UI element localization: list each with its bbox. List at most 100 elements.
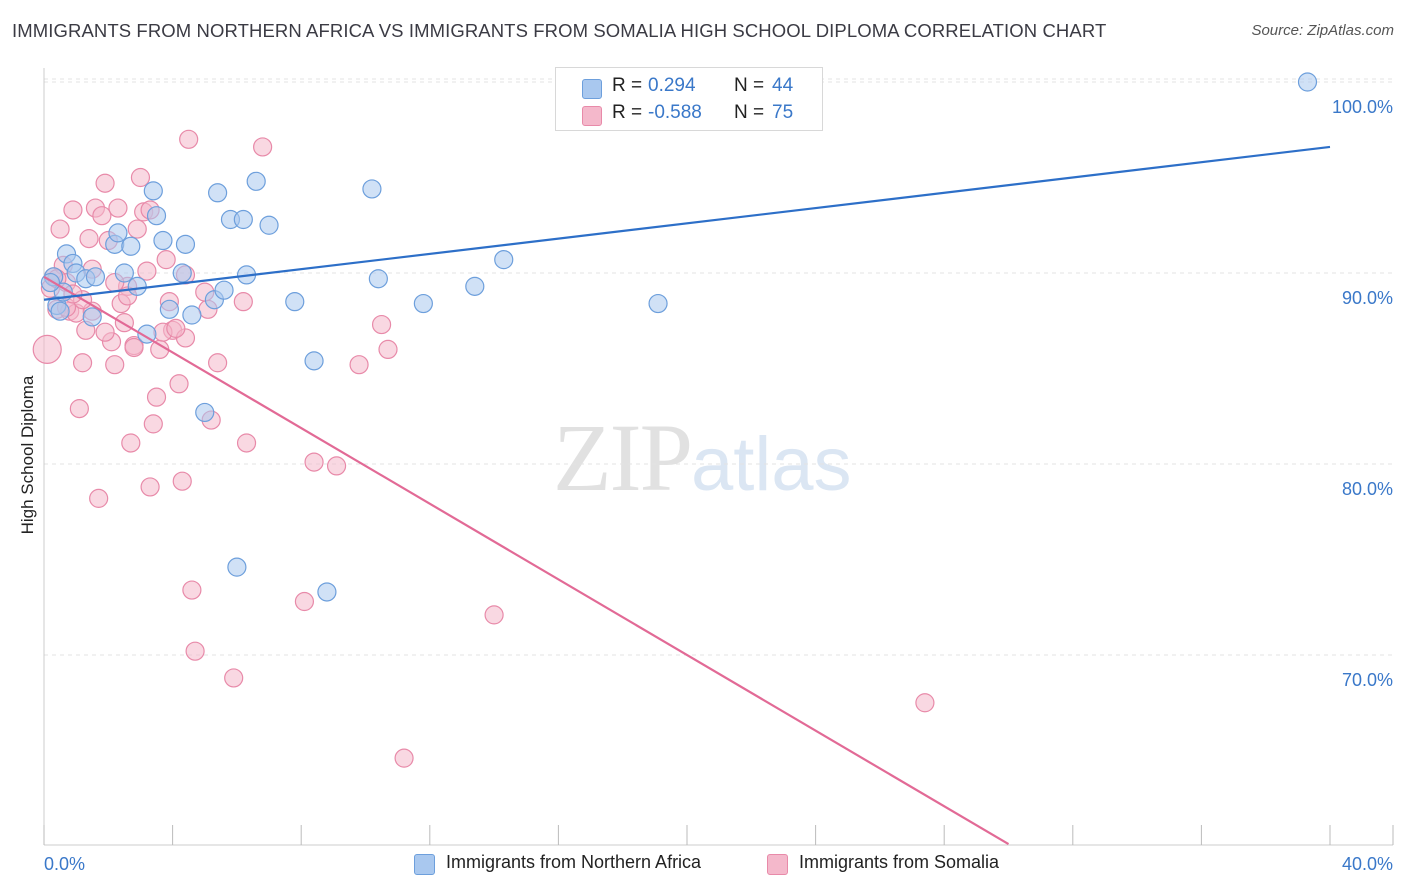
y-tick-label: 100.0% xyxy=(1332,97,1393,117)
northern-africa-point xyxy=(114,263,134,283)
northern-africa-point xyxy=(137,324,157,344)
somalia-point xyxy=(89,488,109,508)
somalia-point xyxy=(182,580,202,600)
northern-africa-point xyxy=(172,263,192,283)
somalia-point xyxy=(349,355,369,375)
somalia-point xyxy=(69,399,89,419)
northern-africa-point xyxy=(108,223,128,243)
somalia-point xyxy=(169,374,189,394)
somalia-point xyxy=(915,693,935,713)
somalia-point xyxy=(294,591,315,612)
somalia-point xyxy=(130,167,151,188)
somalia-point xyxy=(378,339,398,359)
somalia-point xyxy=(172,471,192,491)
somalia-point xyxy=(108,198,128,218)
somalia-point xyxy=(72,353,93,373)
y-axis-label: High School Diploma xyxy=(18,375,37,535)
somalia-point xyxy=(394,748,414,768)
somalia-trendline xyxy=(43,275,1010,846)
bottom-legend-label: Immigrants from Northern Africa xyxy=(446,852,702,872)
northern-africa-trendline xyxy=(43,145,1331,301)
somalia-point xyxy=(236,433,257,453)
legend-r-value: -0.588 xyxy=(648,102,702,123)
somalia-point xyxy=(304,452,324,472)
northern-africa-point xyxy=(143,181,163,201)
northern-africa-point xyxy=(494,250,514,270)
somalia-point xyxy=(208,353,228,373)
chart-title: IMMIGRANTS FROM NORTHERN AFRICA VS IMMIG… xyxy=(12,20,1107,41)
somalia-point xyxy=(371,314,392,335)
source-credit: Source: ZipAtlas.com xyxy=(1251,22,1394,39)
legend-r-label: R = xyxy=(612,102,643,123)
northern-africa-point xyxy=(182,305,202,325)
stats-legend: R = 0.294 N = 44 R = -0.588 N = 75 xyxy=(555,67,823,131)
somalia-point xyxy=(79,229,99,249)
legend-r-value: 0.294 xyxy=(648,75,696,96)
northern-africa-point xyxy=(195,402,215,423)
somalia-point xyxy=(224,668,244,688)
northern-africa-point xyxy=(121,236,141,256)
northern-africa-point xyxy=(85,267,106,287)
somalia-point xyxy=(166,318,186,338)
bottom-legend-label: Immigrants from Somalia xyxy=(799,852,1000,872)
somalia-point xyxy=(105,355,125,375)
somalia-point xyxy=(185,641,205,661)
somalia-point xyxy=(179,129,199,149)
northern-africa-point xyxy=(362,179,382,199)
bottom-legend-swatch-pink xyxy=(767,854,788,875)
somalia-point xyxy=(32,334,62,364)
y-tick-label: 80.0% xyxy=(1342,479,1393,499)
northern-africa-point xyxy=(227,557,247,577)
northern-africa-point xyxy=(413,293,433,314)
bottom-legend-swatch-blue xyxy=(414,854,435,875)
northern-africa-point xyxy=(127,276,147,296)
legend-n-value: 44 xyxy=(772,75,794,96)
somalia-point xyxy=(140,477,160,497)
x-tick-label: 0.0% xyxy=(44,854,85,874)
northern-africa-point xyxy=(465,276,485,296)
northern-africa-point xyxy=(259,215,279,235)
northern-africa-point xyxy=(159,299,179,319)
somalia-point xyxy=(143,414,163,434)
northern-africa-point xyxy=(50,301,70,321)
northern-africa-point xyxy=(214,280,234,300)
somalia-point xyxy=(95,173,115,193)
northern-africa-point xyxy=(368,269,388,289)
somalia-point xyxy=(484,605,504,625)
somalia-point xyxy=(127,219,147,239)
northern-africa-point xyxy=(246,171,266,191)
northern-africa-point xyxy=(285,292,305,312)
northern-africa-point xyxy=(208,183,228,203)
legend-n-label: N = xyxy=(734,75,765,96)
northern-africa-point xyxy=(146,206,167,226)
y-tick-label: 90.0% xyxy=(1342,288,1393,308)
watermark: ZIPatlas xyxy=(553,402,852,513)
northern-africa-point xyxy=(1297,72,1318,92)
x-tick-label: 40.0% xyxy=(1342,854,1393,874)
somalia-point xyxy=(253,137,273,157)
northern-africa-point xyxy=(82,307,102,327)
northern-africa-point xyxy=(40,272,61,293)
northern-africa-point xyxy=(317,582,337,602)
legend-n-label: N = xyxy=(734,102,765,123)
somalia-point xyxy=(121,433,141,453)
somalia-point xyxy=(326,456,347,476)
legend-swatch-blue xyxy=(582,79,602,99)
northern-africa-point xyxy=(175,234,196,254)
northern-africa-point xyxy=(304,351,324,371)
northern-africa-point xyxy=(648,293,668,314)
somalia-point xyxy=(92,206,112,226)
watermark-zip: ZIP xyxy=(553,404,693,511)
legend-swatch-pink xyxy=(582,106,602,126)
legend-r-label: R = xyxy=(612,75,643,96)
somalia-point xyxy=(146,387,167,407)
somalia-point xyxy=(63,200,83,220)
somalia-point xyxy=(156,250,176,270)
somalia-point xyxy=(50,219,70,239)
somalia-point xyxy=(124,337,144,358)
y-tick-label: 70.0% xyxy=(1342,670,1393,690)
legend-n-value: 75 xyxy=(772,102,794,123)
somalia-point xyxy=(95,322,115,342)
somalia-point xyxy=(233,292,253,312)
